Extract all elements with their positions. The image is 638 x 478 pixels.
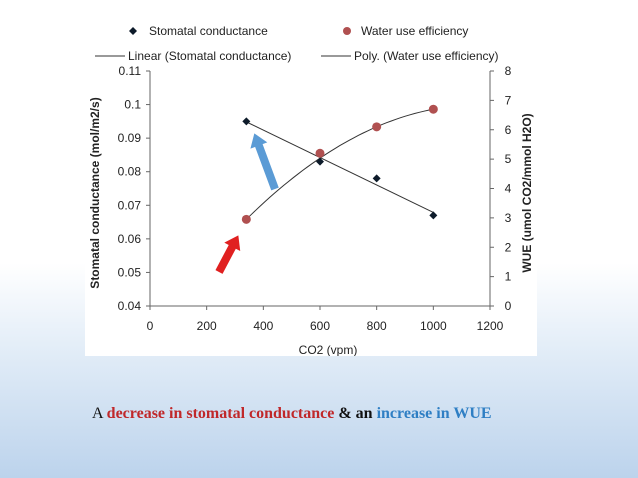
x-tick-label: 600 [310,319,330,333]
caption-decrease-phrase: decrease in stomatal conductance [106,405,335,422]
y-left-ticks: 0.04 0.05 0.06 0.07 0.08 0.09 0.1 0.11 [118,64,150,313]
legend-label-water-use-efficiency: Water use efficiency [361,26,468,38]
x-tick-label: 800 [367,319,387,333]
x-tick-label: 400 [253,319,273,333]
y-right-tick-label: 4 [505,182,512,196]
y-left-tick-label: 0.06 [118,232,142,246]
trendline-poly [245,108,434,220]
legend: Stomatal conductance Water use efficienc… [95,26,499,63]
legend-label-linear-trendline: Linear (Stomatal conductance) [128,49,291,63]
point-stomatal-conductance [242,117,251,126]
point-water-use-efficiency [241,214,251,224]
y-right-ticks: 0 1 2 3 4 5 6 7 8 [490,64,512,313]
y-left-axis-label: Stomatal conductance (mol/m2/s) [88,97,102,288]
y-left-tick-label: 0.04 [118,299,142,313]
legend-marker-water-use-efficiency [343,27,351,35]
y-right-tick-label: 3 [505,211,512,225]
caption-increase-phrase: increase in WUE [376,405,492,422]
legend-label-stomatal-conductance: Stomatal conductance [149,26,268,38]
y-left-tick-label: 0.11 [119,64,142,78]
trendlines [245,108,434,220]
x-tick-label: 1200 [477,319,504,333]
caption: A decrease in stomatal conductance & an … [92,398,562,430]
point-stomatal-conductance [372,174,381,183]
blue-arrow-icon [250,133,279,191]
y-right-tick-label: 0 [505,299,512,313]
y-right-tick-label: 2 [505,240,512,254]
y-left-tick-label: 0.1 [124,98,141,112]
annotation-arrows [215,133,279,274]
y-right-axis-label: WUE (umol CO2/mmol H2O) [520,113,534,272]
x-tick-label: 0 [147,319,154,333]
caption-text-a: A [92,405,107,422]
x-tick-label: 200 [197,319,217,333]
y-left-tick-label: 0.09 [118,131,142,145]
caption-an: an [355,405,373,422]
y-right-tick-label: 8 [505,64,512,78]
trendline-linear [246,121,434,213]
y-right-tick-label: 7 [505,93,512,107]
legend-marker-stomatal-conductance [129,27,137,35]
y-left-tick-label: 0.07 [118,198,142,212]
point-stomatal-conductance [316,157,324,166]
x-ticks: 0 200 400 600 800 1000 1200 [147,306,504,333]
chart: Stomatal conductance Water use efficienc… [88,26,534,356]
y-right-tick-label: 1 [505,270,512,284]
point-water-use-efficiency [428,104,438,114]
y-left-tick-label: 0.05 [118,265,142,279]
chart-panel: Stomatal conductance Water use efficienc… [85,26,537,356]
red-arrow-icon [215,235,241,274]
red-arrow-icon-shape [215,235,241,274]
point-stomatal-conductance [429,211,438,220]
x-tick-label: 1000 [420,319,447,333]
legend-label-poly-trendline: Poly. (Water use efficiency) [354,49,499,63]
y-right-tick-label: 6 [505,123,512,137]
y-right-tick-label: 5 [505,152,512,166]
point-water-use-efficiency [315,148,325,158]
blue-arrow-icon-shape [250,133,279,191]
data-points [241,104,438,224]
point-water-use-efficiency [372,122,382,132]
y-left-tick-label: 0.08 [118,165,142,179]
x-axis-label: CO2 (vpm) [299,343,358,356]
caption-ampersand: & [334,405,356,422]
